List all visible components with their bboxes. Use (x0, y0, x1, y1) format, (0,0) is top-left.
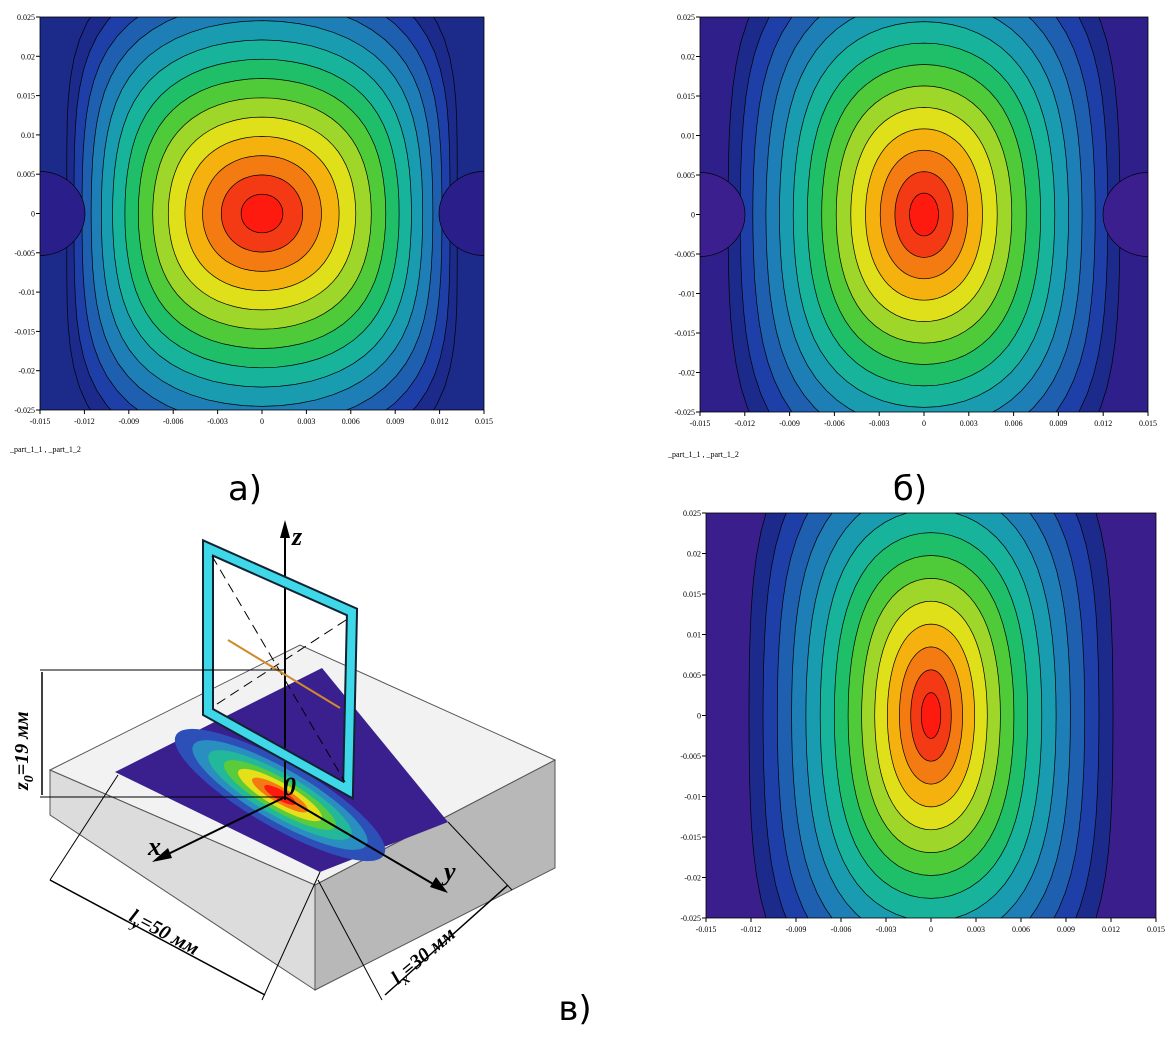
axis-x-label: x (147, 832, 161, 861)
y-tick-label: 0.005 (17, 170, 35, 179)
contour-level (240, 193, 284, 234)
y-tick-label: -0.005 (674, 250, 695, 259)
y-tick-label: 0.01 (687, 631, 701, 640)
x-tick-label: -0.015 (690, 419, 711, 428)
y-tick-label: 0.01 (21, 131, 35, 140)
x-tick-label: 0 (260, 417, 264, 426)
y-tick-label: -0.01 (684, 793, 701, 802)
y-tick-label: -0.02 (18, 367, 35, 376)
x-tick-label: 0.015 (1139, 419, 1157, 428)
side-blob (700, 172, 746, 257)
text: =19 мм (11, 711, 33, 775)
y-tick-label: -0.02 (678, 369, 695, 378)
legend: _part_1_1 , _part_1_2 (9, 445, 81, 454)
x-tick-label: 0.009 (386, 417, 404, 426)
plot-area (700, 17, 1148, 412)
x-tick-label: 0.003 (967, 925, 985, 934)
legend: _part_1_1 , _part_1_2 (667, 450, 739, 459)
y-tick-label: 0.01 (681, 132, 695, 141)
plate-contours (174, 728, 386, 862)
y-tick-label: -0.005 (14, 249, 35, 258)
x-tick-label: -0.012 (734, 419, 755, 428)
side-blob (438, 171, 484, 256)
y-tick-label: 0.025 (677, 13, 695, 22)
caption: б) (893, 469, 927, 509)
x-tick-label: 0.015 (475, 417, 493, 426)
x-tick-label: -0.009 (118, 417, 139, 426)
contour-plot: -0.015 -0.012 -0.009 -0.006 -0.003 0 0.003 0.00… (667, 13, 1157, 509)
x-tick-label: -0.012 (74, 417, 95, 426)
x-tick-label: 0.006 (1005, 419, 1023, 428)
x-tick-label: 0.009 (1057, 925, 1075, 934)
ly-label: ly=50 мм (124, 905, 203, 964)
x-tick-label: -0.012 (741, 925, 762, 934)
contour-plot: -0.015 -0.012 -0.009 -0.006 -0.003 0 0.003 0.00… (9, 13, 493, 509)
y-tick-label: -0.025 (14, 406, 35, 415)
x-tick-label: 0.012 (1094, 419, 1112, 428)
y-tick-label: 0 (31, 210, 35, 219)
x-tick-label: -0.006 (163, 417, 184, 426)
subscript: 0 (22, 775, 37, 782)
y-tick-label: -0.02 (684, 874, 701, 883)
x-tick-label: -0.003 (207, 417, 228, 426)
x-tick-label: -0.009 (786, 925, 807, 934)
y-tick-label: -0.025 (680, 914, 701, 923)
x-tick-label: 0 (929, 925, 933, 934)
y-tick-label: 0.015 (683, 590, 701, 599)
z0-label: z0=19 мм (11, 711, 37, 791)
y-tick-label: -0.01 (18, 288, 35, 297)
y-tick-label: 0.02 (21, 52, 35, 61)
y-tick-label: 0.025 (683, 509, 701, 518)
x-tick-label: 0.012 (1102, 925, 1120, 934)
y-tick-label: -0.015 (680, 833, 701, 842)
axis-z-label: z (291, 522, 303, 551)
x-tick-label: 0.012 (431, 417, 449, 426)
side-blob (1102, 172, 1148, 257)
contour-level (920, 692, 942, 739)
symbol: z (11, 782, 33, 791)
x-tick-label: 0.015 (1147, 925, 1165, 934)
x-tick-label: 0.006 (1012, 925, 1030, 934)
y-tick-label: 0.02 (687, 550, 701, 559)
y-tick-label: -0.015 (14, 327, 35, 336)
plot-area (40, 17, 484, 410)
x-tick-label: 0.006 (342, 417, 360, 426)
x-tick-label: 0.003 (297, 417, 315, 426)
x-tick-label: -0.015 (696, 925, 717, 934)
y-tick-label: 0.02 (681, 53, 695, 62)
origin-label: 0 (283, 772, 296, 801)
y-tick-label: -0.005 (680, 752, 701, 761)
x-tick-label: -0.003 (869, 419, 890, 428)
x-tick-label: -0.015 (30, 417, 51, 426)
x-tick-label: 0 (922, 419, 926, 428)
x-tick-label: -0.003 (876, 925, 897, 934)
text: =50 мм (136, 911, 203, 961)
diagram: z x y 0 z0=19 мм ly=50 мм lx=30 мм (11, 520, 557, 1001)
y-tick-label: -0.025 (674, 408, 695, 417)
y-tick-label: 0.015 (17, 92, 35, 101)
y-tick-label: 0.025 (17, 13, 35, 22)
contour-plot: -0.015 -0.012 -0.009 -0.006 -0.003 0 0.003 0.00… (680, 509, 1165, 934)
caption: в) (558, 989, 591, 1029)
x-tick-label: -0.006 (824, 419, 845, 428)
x-tick-label: 0.003 (960, 419, 978, 428)
caption: а) (228, 469, 262, 509)
x-tick-label: -0.009 (779, 419, 800, 428)
y-tick-label: 0.005 (683, 671, 701, 680)
y-tick-label: 0 (697, 712, 701, 721)
y-tick-label: -0.01 (678, 290, 695, 299)
y-tick-label: 0 (691, 211, 695, 220)
x-tick-label: 0.009 (1049, 419, 1067, 428)
y-tick-label: -0.015 (674, 329, 695, 338)
y-tick-label: 0.005 (677, 171, 695, 180)
side-blob (40, 171, 86, 256)
x-tick-label: -0.006 (831, 925, 852, 934)
axis-y-label: y (441, 857, 456, 886)
contour-level (909, 192, 939, 237)
y-tick-label: 0.015 (677, 92, 695, 101)
plot-area (706, 513, 1156, 918)
